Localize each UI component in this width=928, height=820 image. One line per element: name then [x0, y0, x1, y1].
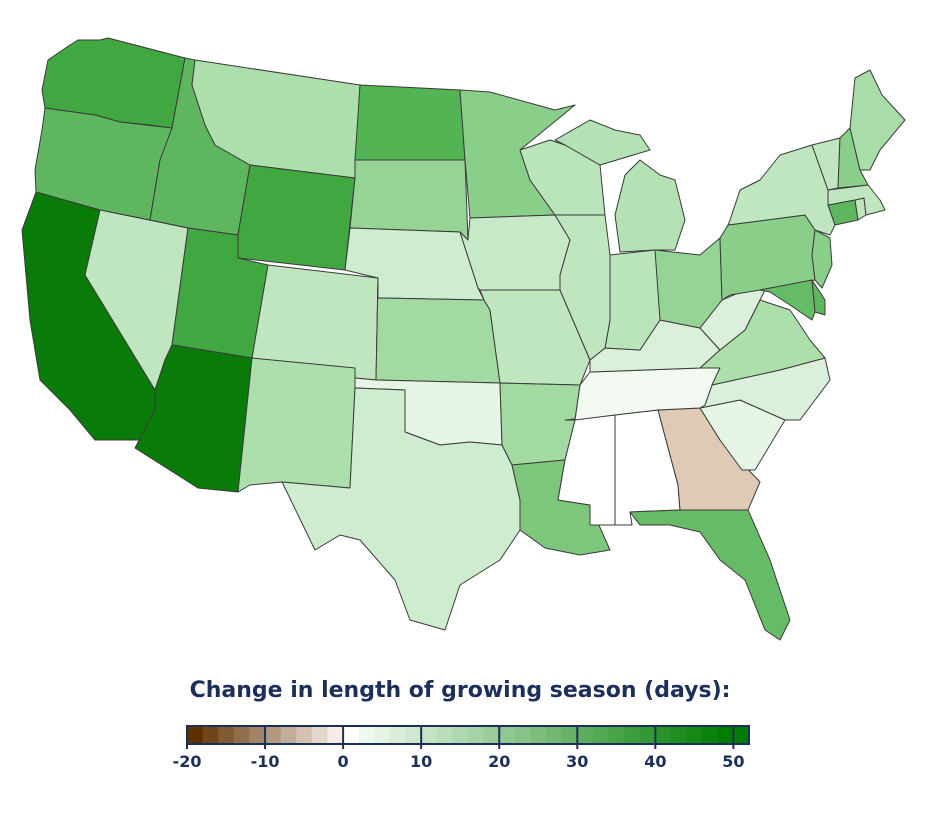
legend-tick-label: -20 — [173, 752, 202, 771]
state-nm — [237, 357, 356, 493]
legend-bin — [655, 726, 672, 744]
legend-bin — [358, 726, 375, 744]
legend-bin — [499, 726, 516, 744]
state-nh — [837, 127, 869, 189]
legend-bin — [514, 726, 531, 744]
legend-bin — [592, 726, 609, 744]
legend-bin — [608, 726, 625, 744]
legend-bin — [374, 726, 391, 744]
legend-bin — [733, 726, 750, 744]
legend-tick-label: -10 — [251, 752, 280, 771]
legend-bin — [717, 726, 734, 744]
legend-bin — [670, 726, 688, 744]
legend-bin — [577, 726, 594, 744]
us-map — [21, 37, 906, 641]
state-tx — [281, 387, 521, 631]
state-wy — [237, 164, 356, 271]
legend-bin — [343, 726, 360, 744]
legend-bin — [311, 726, 328, 744]
state-ia — [459, 214, 571, 291]
legend-bin — [483, 726, 500, 744]
legend-title: Change in length of growing season (days… — [189, 678, 731, 703]
state-wi — [519, 139, 606, 216]
legend-bin — [702, 726, 719, 744]
legend-bin — [202, 726, 219, 744]
legend-bin — [561, 726, 578, 744]
state-nd — [354, 84, 466, 161]
legend-bin — [468, 726, 485, 744]
legend-bin — [280, 726, 297, 744]
state-mi — [614, 159, 686, 253]
state-il — [554, 214, 611, 361]
legend-bin — [436, 726, 453, 744]
legend-tick-label: 20 — [488, 752, 510, 771]
state-mi — [554, 119, 651, 166]
state-wv — [699, 289, 766, 351]
legend-tick-label: 50 — [722, 752, 744, 771]
legend-bin — [639, 726, 656, 744]
legend-bin — [530, 726, 547, 744]
color-scale-legend: -20 -10 0 10 20 30 40 50 — [173, 725, 750, 771]
legend-bin — [233, 726, 250, 744]
legend-bin — [389, 726, 407, 744]
legend-bin — [327, 726, 344, 744]
legend-bin — [624, 726, 641, 744]
state-fl — [629, 509, 791, 641]
legend-bin — [405, 726, 422, 744]
state-sd — [349, 159, 469, 241]
legend-bin — [452, 726, 469, 744]
legend-bin — [218, 726, 235, 744]
legend-bin — [421, 726, 438, 744]
legend-tick-label: 10 — [410, 752, 432, 771]
state-ma — [827, 184, 886, 216]
state-me — [849, 69, 906, 171]
legend-tick-label: 30 — [566, 752, 588, 771]
legend-bin — [296, 726, 313, 744]
legend-bin — [686, 726, 703, 744]
legend-bin — [546, 726, 563, 744]
legend-tick-label: 0 — [338, 752, 349, 771]
legend-bin — [187, 726, 204, 744]
state-nj — [811, 229, 833, 289]
state-de — [811, 279, 826, 316]
legend-tick-label: 40 — [644, 752, 666, 771]
legend-bin — [265, 726, 282, 744]
legend-bin — [249, 726, 266, 744]
